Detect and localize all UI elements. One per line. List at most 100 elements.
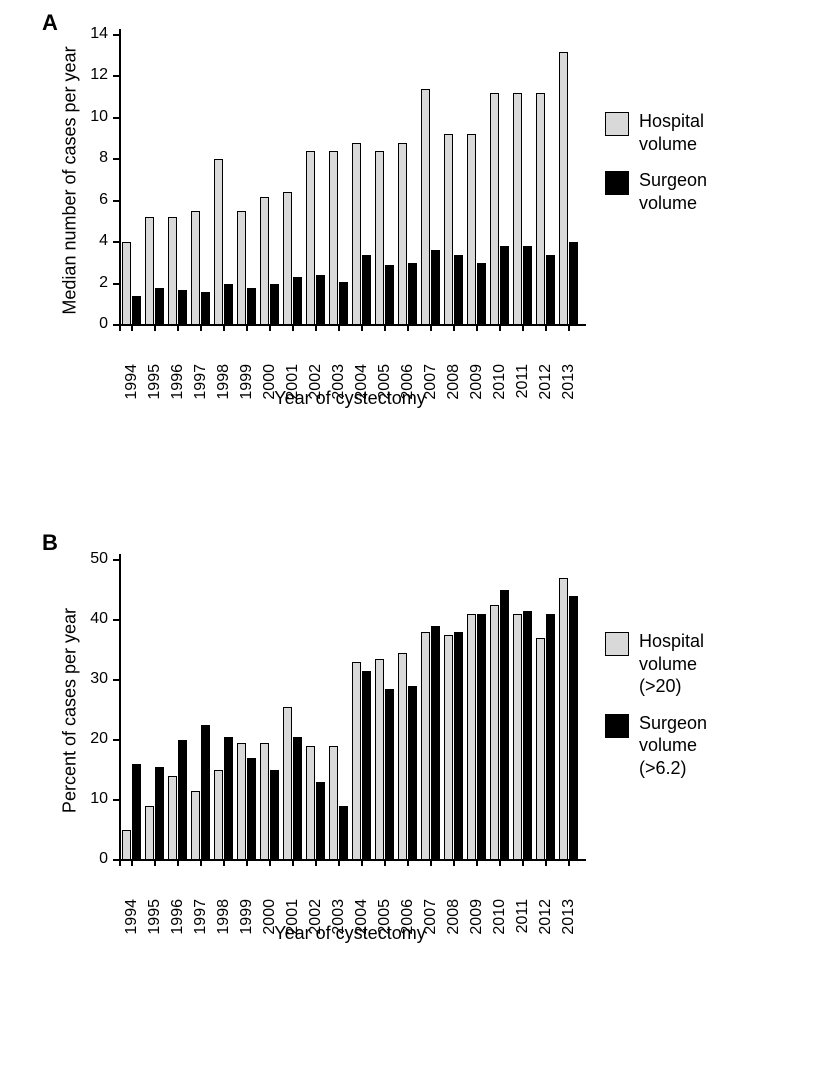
bar [168,217,177,325]
bar [132,296,141,325]
panel-b-xlabel: Year of cystectomy [120,923,580,944]
ytick-label: 40 [78,610,108,628]
ytick-mark [113,679,120,681]
panel-b-plot [120,560,580,860]
bar [500,246,509,325]
xtick-mark [407,325,409,331]
xtick-mark [384,860,386,866]
xtick-mark [223,860,225,866]
xtick-mark [269,325,271,331]
ytick-mark [113,200,120,202]
bar [490,93,499,325]
xtick-mark [338,325,340,331]
bar [454,255,463,325]
xtick-mark [522,325,524,331]
figure-page: { "panelA": { "label": "A", "panel_label… [0,0,822,1089]
bar [546,614,555,860]
bar [214,770,223,860]
ytick-label: 0 [78,850,108,868]
bar [523,611,532,860]
bar [122,242,131,325]
bar [500,590,509,860]
ytick-mark [113,283,120,285]
legend-swatch [605,632,629,656]
xtick-mark [246,860,248,866]
xtick-mark [499,860,501,866]
ytick-mark [113,158,120,160]
panel-a-bars [120,35,580,325]
bar [559,52,568,325]
bar [375,659,384,860]
ytick-mark [113,859,120,861]
panel-a-legend: HospitalvolumeSurgeonvolume [605,110,707,228]
xtick-mark [545,325,547,331]
legend-item: Surgeonvolume [605,169,707,214]
bar [431,626,440,860]
xtick-mark [154,325,156,331]
panel-a-plot [120,35,580,325]
legend-label: Surgeonvolume [639,169,707,214]
legend-label: Hospitalvolume (>20) [639,630,707,698]
panel-b-legend: Hospitalvolume (>20) Surgeonvolume (>6.2) [605,630,707,793]
bar [398,653,407,860]
bar [467,134,476,325]
xtick-mark [453,325,455,331]
bar [536,93,545,325]
ytick-mark [113,619,120,621]
ytick-label: 6 [78,191,108,209]
bar [293,737,302,860]
ytick-mark [113,739,120,741]
ytick-label: 14 [78,25,108,43]
bar [224,737,233,860]
xtick-mark [476,860,478,866]
xtick-mark [545,860,547,866]
panel-a-ylabel: Median number of cases per year [60,36,81,326]
bar [201,292,210,325]
ytick-label: 30 [78,670,108,688]
xtick-mark [177,860,179,866]
ytick-mark [113,559,120,561]
xtick-mark [223,325,225,331]
ytick-mark [113,324,120,326]
bar [178,740,187,860]
bar [454,632,463,860]
bar [168,776,177,860]
bar [178,290,187,325]
bar [421,89,430,325]
legend-label: Surgeonvolume (>6.2) [639,712,707,780]
xtick-mark [522,860,524,866]
legend-item: Hospitalvolume (>20) [605,630,707,698]
bar [536,638,545,860]
bar [316,782,325,860]
xtick-mark [292,860,294,866]
bar [191,211,200,325]
ytick-label: 12 [78,66,108,84]
xtick-mark [430,325,432,331]
bar [375,151,384,325]
bar [444,134,453,325]
xtick-mark [292,325,294,331]
bar [145,806,154,860]
bar [237,743,246,860]
bar [155,288,164,325]
bar [467,614,476,860]
xtick-mark [384,325,386,331]
ytick-mark [113,75,120,77]
ytick-label: 10 [78,108,108,126]
xtick-mark [315,860,317,866]
bar [306,746,315,860]
bar [122,830,131,860]
bar [329,746,338,860]
bar [155,767,164,860]
ytick-label: 10 [78,790,108,808]
xtick-mark [361,325,363,331]
bar [132,764,141,860]
bar [283,707,292,860]
ytick-mark [113,799,120,801]
xtick-mark [568,860,570,866]
bar [247,758,256,860]
xtick-mark [315,325,317,331]
bar [316,275,325,325]
bar [385,689,394,860]
xtick-mark [154,860,156,866]
